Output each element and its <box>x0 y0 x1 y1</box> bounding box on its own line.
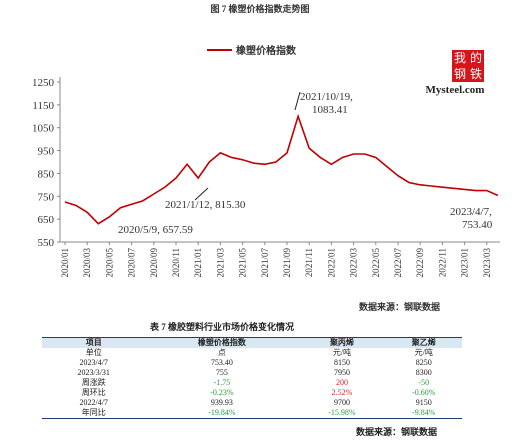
x-tick-label: 2020/07 <box>127 248 137 278</box>
table-cell: 年同比 <box>42 408 146 419</box>
x-tick-label: 2020/05 <box>104 248 114 278</box>
table-cell: -0.60% <box>412 388 436 397</box>
x-tick-label: 2023/01 <box>460 248 470 278</box>
logo: 我 的 钢 铁 Mysteel.com <box>426 50 485 96</box>
table-cell: 8300 <box>415 368 432 377</box>
table-cell: 2023/4/7 <box>79 358 108 367</box>
table-cell: 元/吨 <box>332 348 352 357</box>
x-tick-label: 2023/03 <box>482 248 492 278</box>
x-tick-label: 2022/03 <box>349 248 359 278</box>
table-row: 2023/3/31 755 7950 8300 <box>42 368 462 378</box>
table-cell: 单位 <box>85 348 102 357</box>
table-row: 周环比 -0.23% 2.52% -0.60% <box>42 388 462 398</box>
table-cell: 200 <box>335 378 348 387</box>
logo-box <box>468 66 484 82</box>
x-tick-label: 2020/03 <box>82 248 92 278</box>
x-tick-label: 2020/11 <box>171 248 181 277</box>
table-cell: 755 <box>215 368 228 377</box>
table-cell: 周环比 <box>81 388 106 397</box>
table-cell: 项目 <box>42 337 146 348</box>
x-tick-label: 2021/09 <box>282 248 292 278</box>
table-row: 年同比 -19.84% -15.98% -9.84% <box>42 408 462 419</box>
table-cell: 元/吨 <box>414 348 433 357</box>
y-tick-label: 1250 <box>32 77 55 89</box>
y-tick-label: 650 <box>38 214 55 226</box>
table-cell: -0.23% <box>210 388 234 397</box>
annotation: 1083.41 <box>312 104 348 116</box>
line <box>64 113 499 225</box>
logo-box <box>452 66 468 82</box>
table-cell: -1.75 <box>213 378 231 387</box>
y-tick-label: 550 <box>38 237 55 249</box>
logo-char: 钢 <box>454 67 466 81</box>
x-tick-label: 2022/07 <box>393 248 403 278</box>
table-cell: 橡塑价格指数 <box>145 337 299 348</box>
table-cell: 2.52% <box>331 388 353 397</box>
table-cell: -19.84% <box>145 408 299 419</box>
table-cell: 聚丙烯 <box>298 337 386 348</box>
table-cell: -9.84% <box>385 408 462 419</box>
table-cell: 9150 <box>415 398 432 407</box>
table-cell: 7950 <box>333 368 350 377</box>
table-cell: 周涨跌 <box>81 378 106 387</box>
x-tick-label: 2021/11 <box>304 248 314 277</box>
table-row: 项目 橡塑价格指数 聚丙烯 聚乙烯 <box>42 337 462 348</box>
table-row: 单位 点 元/吨 元/吨 <box>42 348 462 358</box>
chart: 图 7 橡塑价格指数走势图 我 的 钢 铁 Mysteel.com 数据来源：钢… <box>32 3 500 312</box>
x-tick-label: 2020/01 <box>60 248 70 278</box>
table-row: 2023/4/7 753.40 8150 8250 <box>42 358 462 368</box>
table-row: 周涨跌 -1.75 200 -50 <box>42 378 462 388</box>
logo-box <box>452 50 468 66</box>
annotation: 2020/5/9, 657.59 <box>118 224 193 236</box>
table-cell: -15.98% <box>298 408 386 419</box>
annotation: 2021/1/12, 815.30 <box>165 199 246 211</box>
x-tick-label: 2022/05 <box>371 248 381 278</box>
chart-source: 数据来源：钢联数据 <box>359 301 440 312</box>
y-tick-label: 1150 <box>32 100 54 112</box>
table-cell: 939.93 <box>210 398 233 407</box>
x-tick-label: 2022/11 <box>437 248 447 277</box>
table-cell: 8250 <box>415 358 432 367</box>
x-tick-label: 2022/01 <box>326 248 336 278</box>
table-cell: 8150 <box>333 358 350 367</box>
annotation-arrow <box>294 91 301 111</box>
logo-box <box>468 50 484 66</box>
annotation-arrow <box>194 187 209 201</box>
y-tick-label: 750 <box>38 191 55 203</box>
table-cell: 2023/3/31 <box>77 368 110 377</box>
annotation: 2023/4/7, <box>450 206 492 218</box>
table-cell: -50 <box>418 378 430 387</box>
annotation: 753.40 <box>462 219 493 231</box>
y-tick-label: 950 <box>38 146 55 158</box>
table-cell: 753.40 <box>210 358 233 367</box>
x-tick-label: 2021/01 <box>193 248 203 278</box>
y-tick-label: 850 <box>38 168 55 180</box>
annotation: 2021/10/19, <box>300 91 353 103</box>
table: 项目 橡塑价格指数 聚丙烯 聚乙烯 单位点元/吨 元/吨 2023/4/7 753.40 815… <box>42 337 462 419</box>
logo-char: 铁 <box>470 67 482 81</box>
x-tick-label: 2021/05 <box>238 248 248 278</box>
table-cell: 2022/4/7 <box>79 398 108 407</box>
table-row: 2022/4/7 939.93 9700 9150 <box>42 398 462 408</box>
x-tick-label: 2021/03 <box>215 248 225 278</box>
x-tick-label: 2020/09 <box>149 248 159 278</box>
x-tick-label: 2021/07 <box>260 248 270 278</box>
table-cell: 点 <box>217 348 226 357</box>
legend-label: 橡塑价格指数 <box>236 44 297 57</box>
table-cell: 9700 <box>333 398 350 407</box>
logo-text: Mysteel.com <box>426 84 485 96</box>
y-tick-label: 1050 <box>32 123 55 135</box>
table-cell: 聚乙烯 <box>385 337 462 348</box>
logo-char: 的 <box>470 50 482 65</box>
logo-char: 我 <box>454 51 466 65</box>
table-source: 数据来源：钢联数据 <box>356 427 438 437</box>
table-title: 表 7 橡胶塑料行业市场价格变化情况 <box>150 322 295 332</box>
chart-title: 图 7 橡塑价格指数走势图 <box>210 3 309 14</box>
x-tick-label: 2022/09 <box>415 248 425 278</box>
